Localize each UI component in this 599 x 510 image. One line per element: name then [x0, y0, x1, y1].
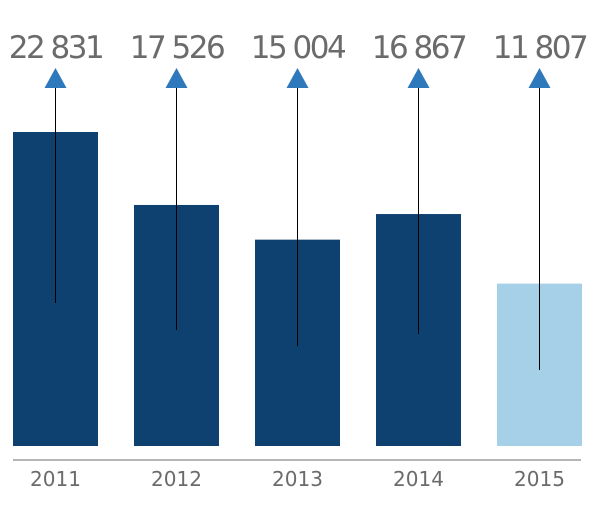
x-tick-label: 2012 — [151, 467, 202, 491]
x-tick-label: 2014 — [393, 467, 444, 491]
value-labels: 22 831 17 526 15 004 16 867 11 807 — [9, 30, 590, 66]
triangle-up-icon — [286, 68, 309, 88]
x-tick-labels: 2011 2012 2013 2014 2015 — [30, 467, 565, 491]
x-tick-label: 2013 — [272, 467, 323, 491]
triangle-up-icon — [44, 68, 67, 88]
markers-group — [44, 68, 551, 370]
value-label-2011: 22 831 — [9, 30, 102, 66]
value-label-2012: 17 526 — [130, 30, 224, 66]
triangle-up-icon — [407, 68, 430, 88]
x-tick-label: 2015 — [514, 467, 565, 491]
value-label-2014: 16 867 — [372, 30, 466, 66]
triangle-up-icon — [528, 68, 551, 88]
triangle-up-icon — [165, 68, 188, 88]
value-label-2013: 15 004 — [251, 30, 345, 66]
value-label-2015: 11 807 — [493, 30, 587, 66]
x-tick-label: 2011 — [30, 467, 81, 491]
